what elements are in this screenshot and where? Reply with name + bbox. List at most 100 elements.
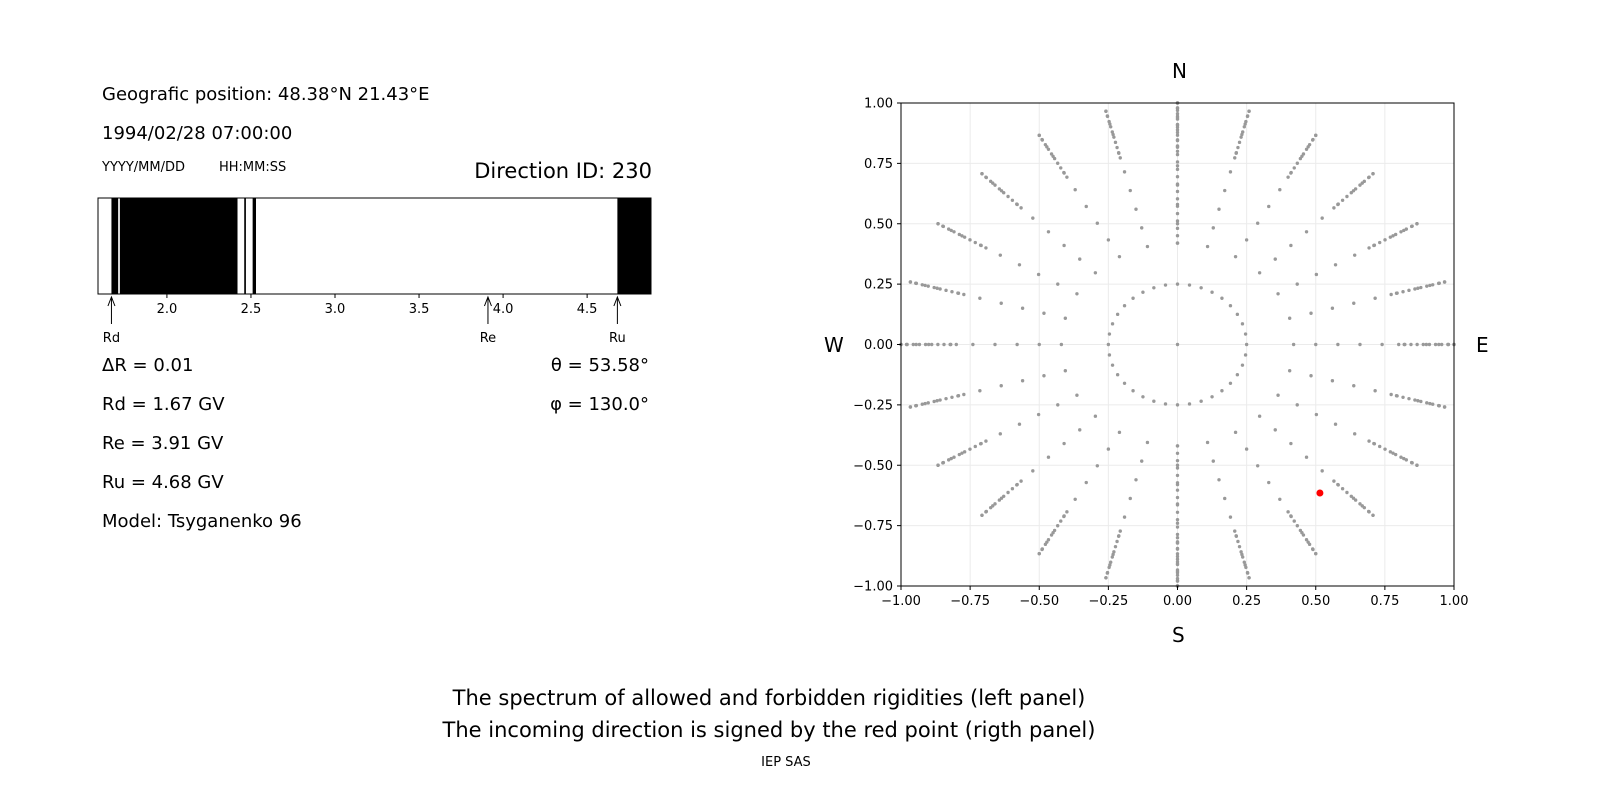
direction-point [1175,444,1180,448]
compass-east: E [1476,333,1489,357]
direction-point [1175,554,1180,559]
direction-point [1393,452,1398,457]
direction-point [1235,312,1240,317]
direction-point [1205,244,1210,249]
rd-value: Rd = 1.67 GV [102,394,225,415]
direction-point [904,342,909,347]
direction-point [1410,461,1414,465]
direction-point [908,405,913,409]
direction-point [956,394,961,398]
direction-point [1373,296,1377,300]
direction-point [1063,316,1068,320]
direction-point [1394,291,1399,295]
direction-point [949,456,953,461]
direction-point [1383,238,1387,242]
direction-point [1145,440,1150,445]
direction-point [1110,130,1114,134]
direction-point [1062,514,1066,518]
direction-point [1175,536,1180,540]
direction-point [1043,542,1048,547]
direction-point [997,187,1002,191]
direction-point [1437,404,1441,408]
direction-point [1175,578,1180,583]
direction-point [1243,353,1248,357]
direction-point [1175,123,1180,127]
direction-point [1416,399,1420,403]
direction-point [1175,488,1180,492]
direction-point [1042,374,1046,378]
direction-point [936,342,940,347]
direction-point [1108,563,1112,567]
direction-point [1242,560,1246,564]
direction-point [1175,444,1180,448]
direction-point [1017,422,1022,426]
direction-point [1415,463,1419,467]
direction-point [979,243,983,248]
direction-point [1175,562,1180,566]
direction-point [957,232,962,237]
direction-point [1175,117,1180,121]
direction-point [1333,263,1338,267]
direction-point [1247,576,1251,580]
direction-point [1163,283,1168,287]
direction-point [1353,498,1358,502]
direction-point [923,283,927,288]
direction-point [1113,544,1118,549]
direction-point [1442,405,1447,409]
direction-point [1175,502,1180,506]
direction-point [1175,584,1180,588]
direction-point [1019,206,1023,210]
direction-point [1073,497,1077,501]
direction-point [1395,394,1399,398]
direction-point [1040,138,1045,142]
direction-point [1349,494,1353,498]
direction-point [1175,584,1180,588]
direction-point [1413,398,1417,402]
direction-point [1015,482,1019,487]
direction-point [1210,395,1214,399]
direction-point [1380,342,1384,347]
direction-point [1152,286,1156,290]
direction-point [962,450,967,454]
direction-point [1059,519,1063,523]
direction-point [1240,132,1244,137]
direction-point [1401,290,1405,294]
direction-point [1175,546,1180,551]
time-format-label: HH:MM:SS [219,160,287,175]
direction-point [1175,495,1180,500]
direction-point [1336,482,1340,487]
direction-point [1332,479,1336,483]
direction-point [1367,510,1371,514]
direction-point [1175,552,1180,556]
direction-point [1175,473,1180,478]
direction-point [1425,401,1429,405]
direction-point [1111,132,1115,137]
direction-point [1286,510,1290,514]
direction-point [1059,166,1063,170]
direction-point [1122,381,1127,386]
forbidden-band-1 [119,198,238,294]
direction-point [1239,550,1243,554]
direction-point [1093,414,1098,418]
direction-point [1175,101,1180,105]
direction-point [1131,296,1135,300]
direction-point [1255,464,1260,468]
direction-point [1175,521,1180,525]
direction-point [1049,533,1054,537]
forbidden-band-0 [111,198,119,294]
compass-south: S [1172,623,1185,647]
x-tick-label: 0.50 [1301,594,1330,609]
direction-point [1442,280,1447,284]
direction-point [1175,114,1180,118]
direction-point [960,234,964,238]
direction-point [988,505,993,510]
direction-point [1175,562,1180,567]
direction-point [1428,283,1432,288]
direction-point [1175,282,1180,286]
direction-point [984,509,989,514]
direction-point [936,222,940,226]
direction-point [1105,570,1110,575]
direction-point [1010,198,1015,202]
direction-point [1415,342,1419,347]
direction-point [946,227,951,231]
